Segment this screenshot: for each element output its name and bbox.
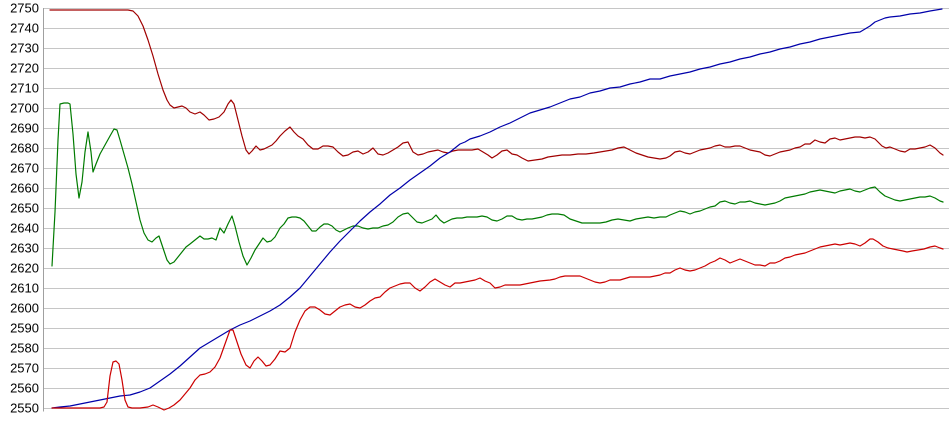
series-blue-line	[51, 8, 943, 409]
y-tick-label: 2550	[10, 401, 39, 416]
y-tick-label: 2660	[10, 181, 39, 196]
y-tick-label: 2700	[10, 101, 39, 116]
gridlines	[44, 8, 949, 409]
y-tick-label: 2720	[10, 61, 39, 76]
y-tick-label: 2640	[10, 221, 39, 236]
y-tick-label: 2710	[10, 81, 39, 96]
series-upper-dark-red-line	[49, 9, 944, 162]
y-tick-label: 2650	[10, 201, 39, 216]
y-tick-label: 2670	[10, 161, 39, 176]
y-tick-label: 2740	[10, 21, 39, 36]
y-tick-label: 2630	[10, 241, 39, 256]
y-tick-label: 2570	[10, 361, 39, 376]
y-tick-label: 2590	[10, 321, 39, 336]
y-tick-label: 2680	[10, 141, 39, 156]
series-green-line	[51, 102, 944, 267]
y-axis-labels: 2750 2740 2730 2720 2710 2700 2690 2680 2670 2660…	[10, 1, 39, 416]
y-tick-label: 2690	[10, 121, 39, 136]
series-lower-bright-red-line	[51, 238, 944, 411]
y-tick-label: 2610	[10, 281, 39, 296]
y-tick-label: 2750	[10, 1, 39, 16]
y-tick-label: 2600	[10, 301, 39, 316]
y-tick-label: 2560	[10, 381, 39, 396]
y-tick-label: 2580	[10, 341, 39, 356]
y-tick-label: 2620	[10, 261, 39, 276]
y-tick-label: 2730	[10, 41, 39, 56]
